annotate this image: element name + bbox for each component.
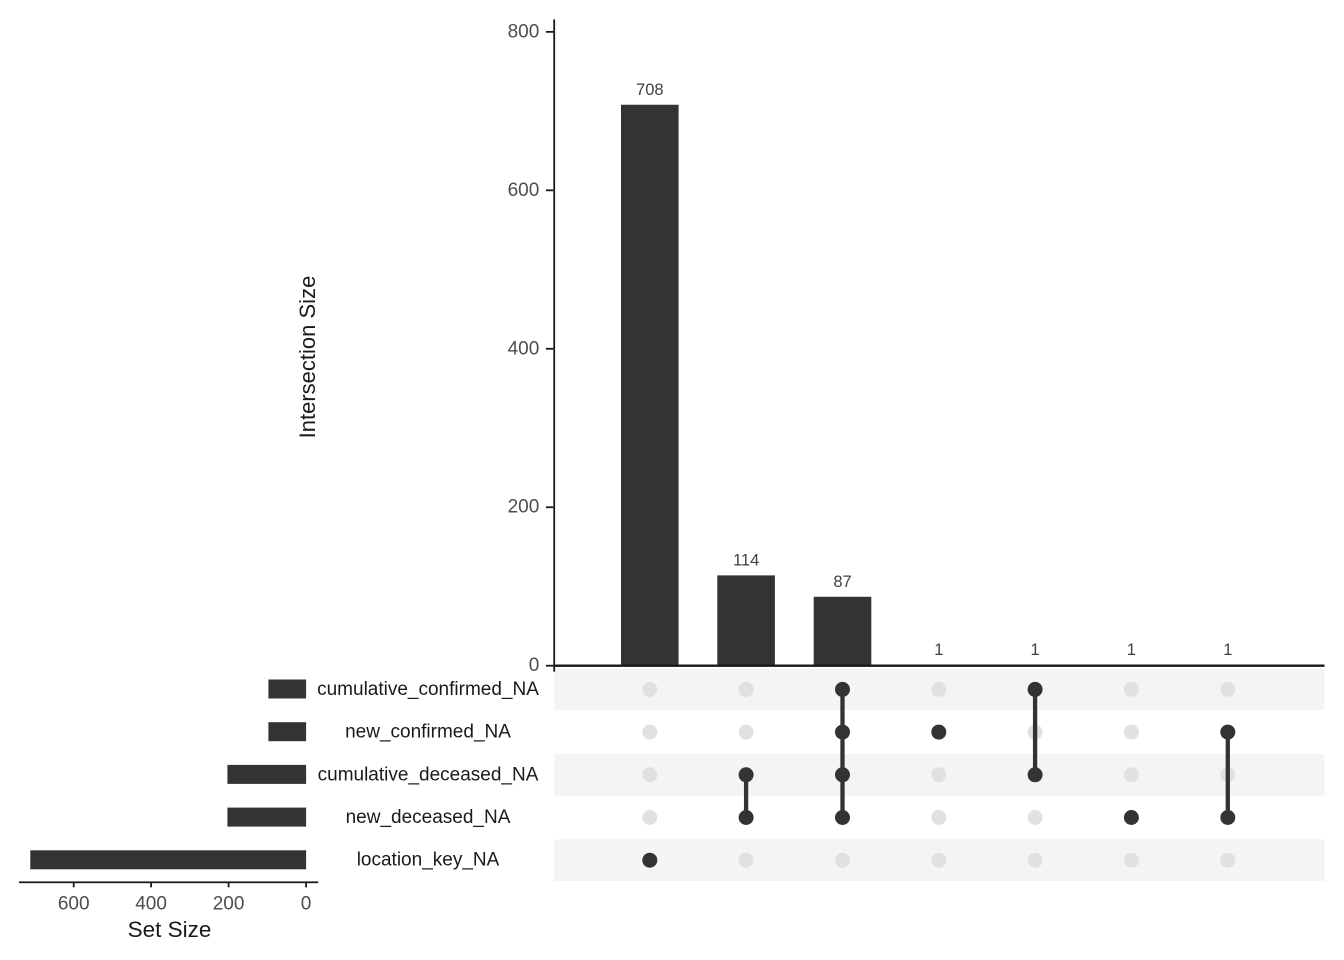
svg-text:400: 400 <box>508 338 540 359</box>
svg-text:600: 600 <box>58 893 90 914</box>
svg-text:cumulative_confirmed_NA: cumulative_confirmed_NA <box>317 679 539 700</box>
svg-text:400: 400 <box>135 893 167 914</box>
svg-text:0: 0 <box>301 893 312 914</box>
svg-text:1: 1 <box>1031 641 1040 659</box>
svg-text:87: 87 <box>833 573 851 591</box>
svg-text:new_deceased_NA: new_deceased_NA <box>346 807 511 828</box>
svg-text:1: 1 <box>1127 641 1136 659</box>
svg-text:114: 114 <box>733 551 759 569</box>
svg-text:1: 1 <box>934 641 943 659</box>
svg-text:1: 1 <box>1223 641 1232 659</box>
svg-text:600: 600 <box>508 180 540 201</box>
svg-text:location_key_NA: location_key_NA <box>357 850 500 871</box>
svg-text:800: 800 <box>508 21 540 42</box>
svg-text:200: 200 <box>213 893 245 914</box>
svg-text:new_confirmed_NA: new_confirmed_NA <box>345 722 511 743</box>
svg-text:708: 708 <box>636 81 664 99</box>
svg-text:cumulative_deceased_NA: cumulative_deceased_NA <box>318 764 539 785</box>
svg-text:Set Size: Set Size <box>128 917 212 942</box>
svg-text:0: 0 <box>529 655 540 676</box>
svg-text:Intersection Size: Intersection Size <box>295 276 320 439</box>
svg-text:200: 200 <box>508 497 540 518</box>
